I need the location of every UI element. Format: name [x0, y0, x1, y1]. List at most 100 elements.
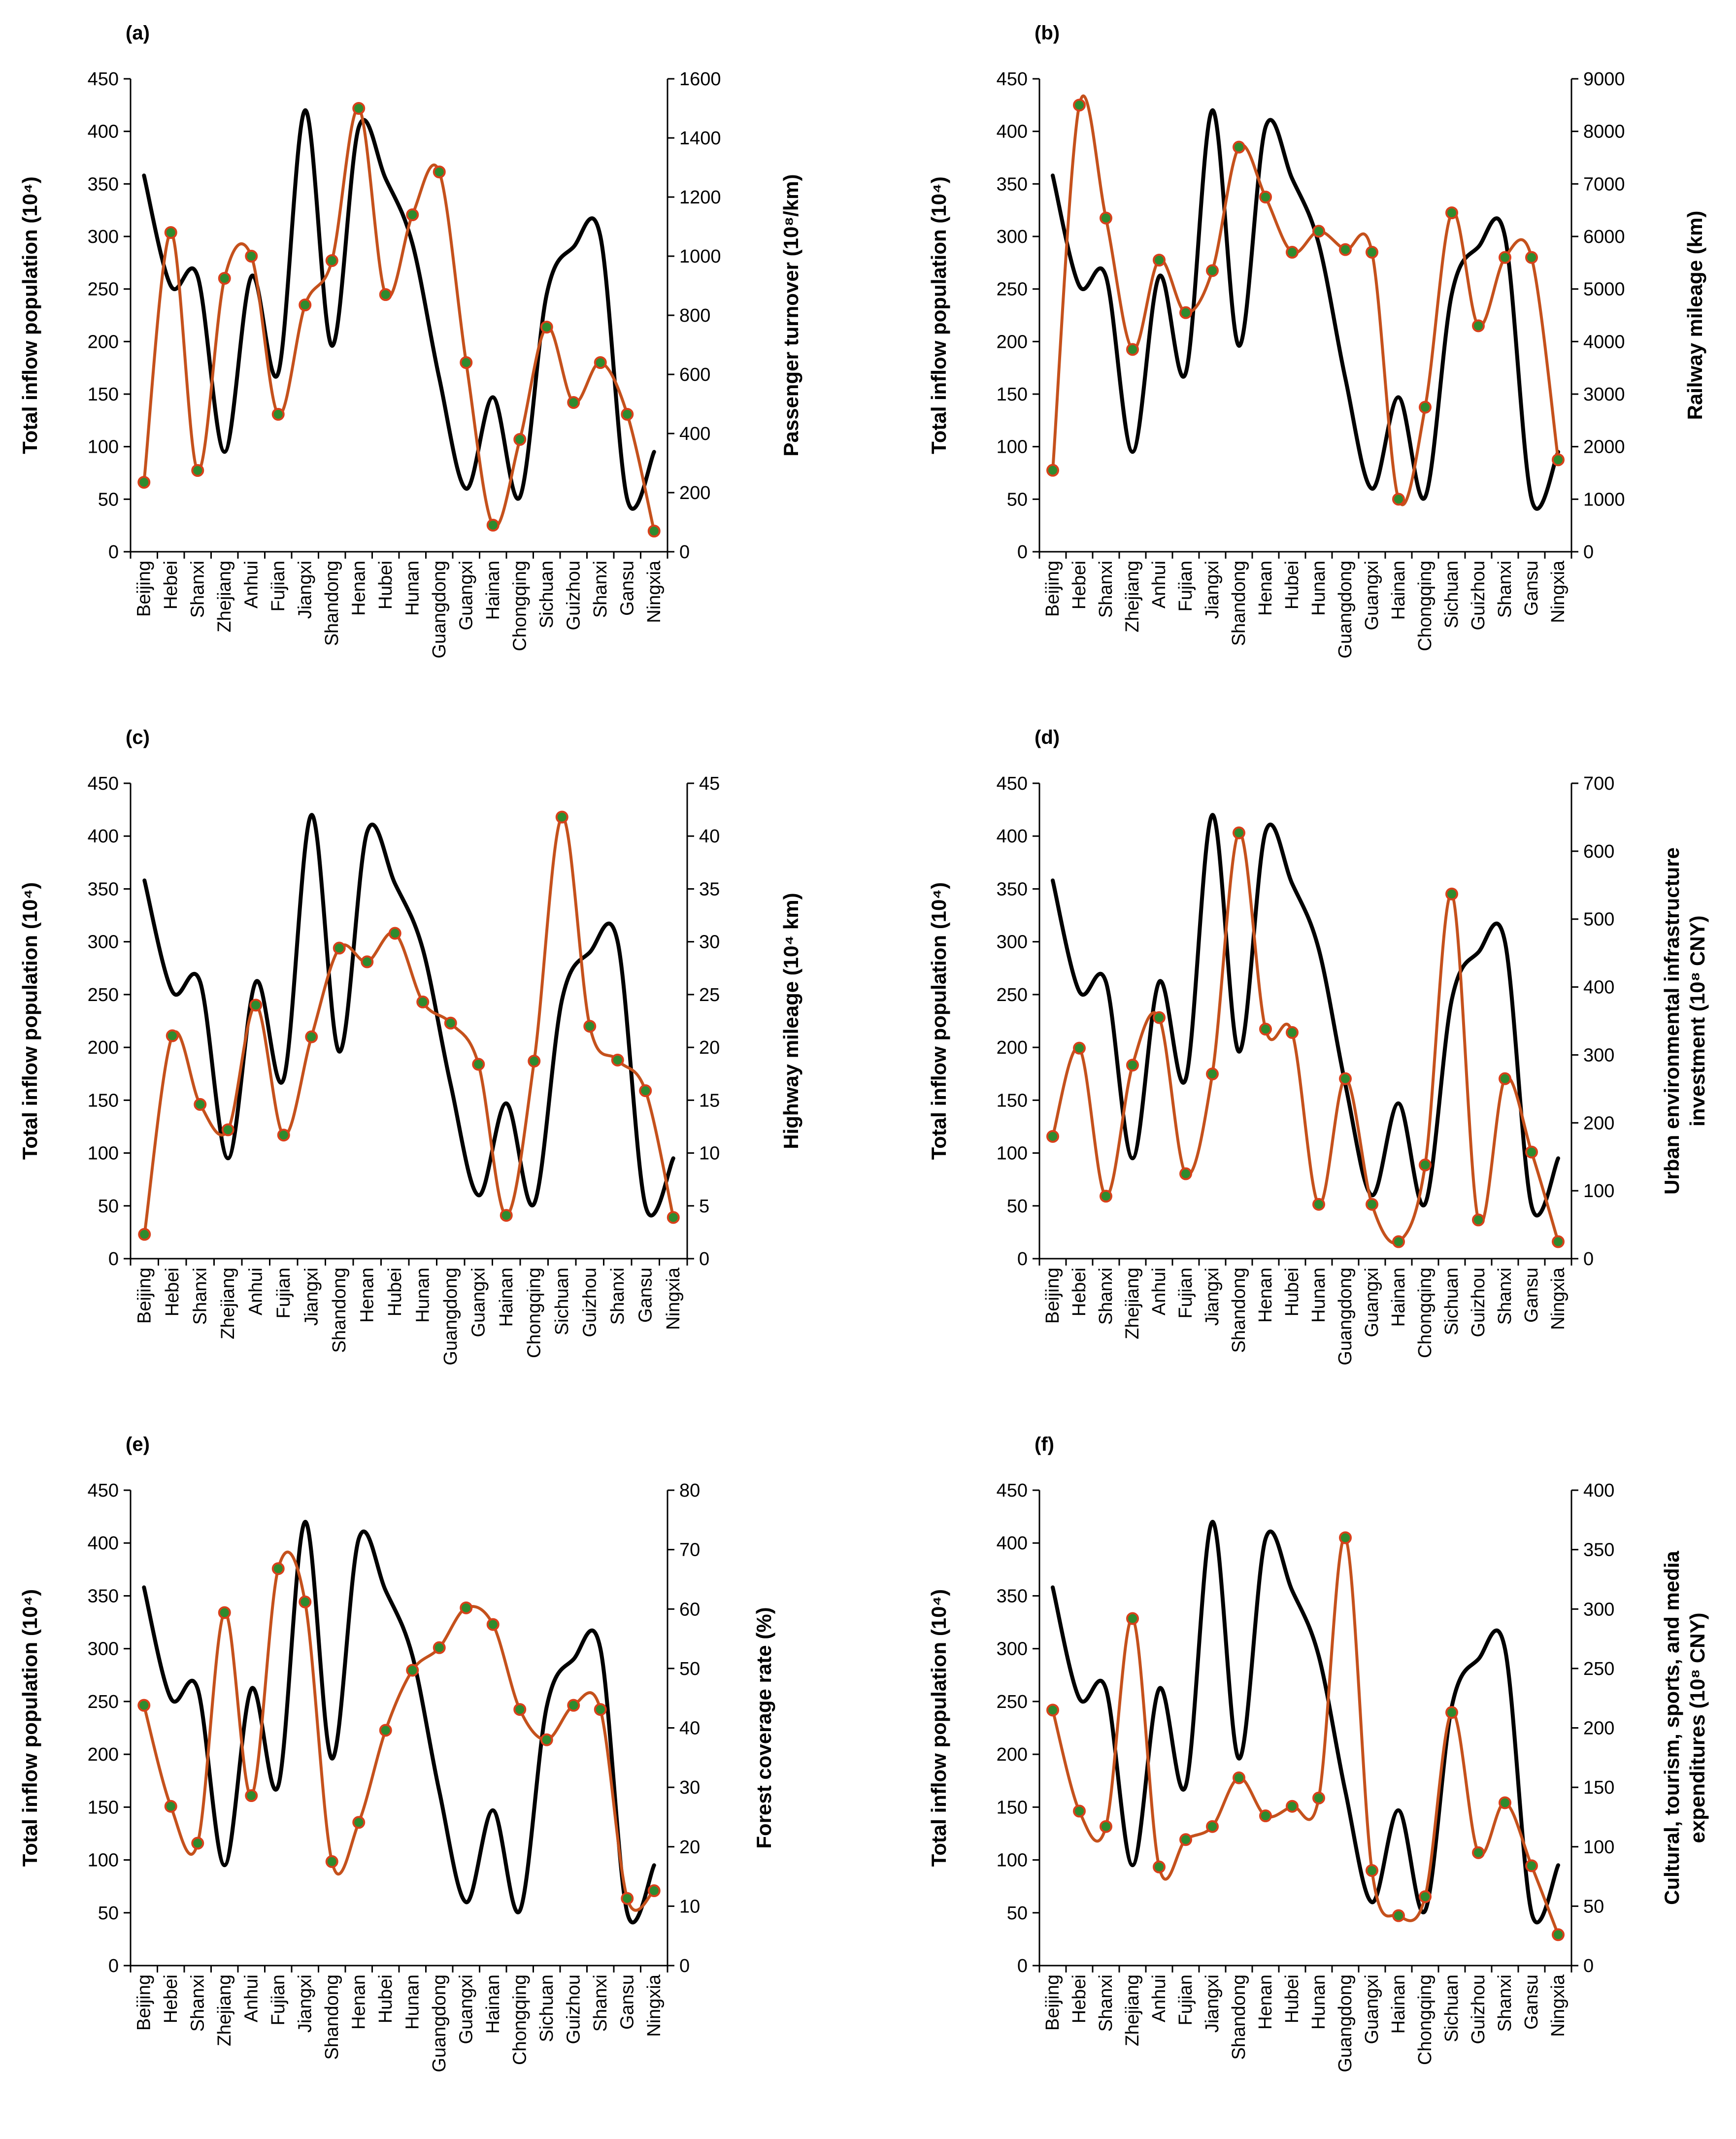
- data-point: [1445, 1706, 1458, 1719]
- category-label: Hebei: [161, 1974, 181, 2023]
- category-label: Shanxi: [187, 1974, 208, 2032]
- data-point: [166, 1029, 179, 1042]
- left-tick-label: 350: [88, 1586, 119, 1606]
- right-tick-label: 1600: [679, 69, 721, 90]
- data-point: [433, 166, 446, 178]
- category-label: Guangdong: [429, 561, 450, 659]
- right-tick-label: 40: [699, 826, 720, 847]
- category-label: Hunan: [1308, 561, 1329, 616]
- data-point: [218, 272, 231, 285]
- left-tick-label: 0: [1017, 1956, 1028, 1976]
- left-tick-label: 250: [997, 1692, 1028, 1712]
- category-label: Chongqing: [509, 1974, 530, 2065]
- panel-label: (a): [126, 22, 150, 44]
- data-point: [486, 1618, 500, 1631]
- series-line-secondary: [142, 1550, 656, 1912]
- data-point: [528, 1054, 541, 1068]
- left-tick-label: 400: [88, 122, 119, 142]
- category-label: Hubei: [1282, 1974, 1302, 2023]
- category-label: Fujian: [273, 1268, 294, 1319]
- category-label: Shandong: [322, 561, 342, 646]
- category-label: Ningxia: [644, 560, 665, 623]
- series-line-inflow-population: [142, 108, 656, 511]
- category-label: Shanxi: [590, 561, 611, 618]
- right-tick-label: 600: [679, 365, 710, 385]
- data-point: [1233, 1771, 1245, 1784]
- category-label: Anhui: [245, 1268, 266, 1315]
- left-tick-label: 250: [997, 985, 1028, 1005]
- category-label: Guangxi: [456, 1974, 476, 2044]
- right-axis-title: Forest coverage rate (%): [752, 1607, 775, 1848]
- category-label: Hubei: [385, 1268, 405, 1316]
- right-tick-label: 15: [699, 1090, 720, 1111]
- left-tick-label: 300: [88, 1639, 119, 1660]
- right-tick-label: 150: [1583, 1777, 1614, 1798]
- right-tick-label: 350: [1583, 1540, 1614, 1561]
- data-point: [325, 254, 338, 267]
- data-point: [1499, 1796, 1511, 1809]
- right-tick-label: 30: [699, 932, 720, 953]
- right-tick-label: 2000: [1583, 437, 1625, 458]
- category-label: Chongqing: [1415, 1974, 1436, 2065]
- data-point: [1259, 1023, 1272, 1036]
- left-tick-label: 450: [997, 69, 1028, 90]
- series-line-secondary: [1051, 831, 1560, 1245]
- category-label: Anhui: [1149, 1268, 1169, 1315]
- category-label: Henan: [348, 561, 369, 616]
- data-point: [1286, 1800, 1299, 1813]
- data-point: [1100, 1190, 1112, 1203]
- right-axis-title-line: expenditures (10⁸ CNY): [1686, 1613, 1709, 1843]
- category-label: Guangdong: [1335, 1974, 1356, 2072]
- data-point: [500, 1209, 513, 1222]
- category-label: Gansu: [1521, 1268, 1542, 1323]
- category-label: Shandong: [1229, 1268, 1249, 1353]
- right-tick-label: 300: [1583, 1045, 1614, 1066]
- left-axis-title: Total inflow population (10⁴): [927, 1589, 950, 1867]
- data-point: [1046, 464, 1059, 477]
- left-tick-label: 300: [88, 227, 119, 247]
- data-point: [218, 1606, 231, 1619]
- right-tick-label: 30: [679, 1777, 700, 1798]
- category-label: Zhejiang: [1122, 561, 1143, 633]
- right-axis-title: Highway mileage (10⁴ km): [779, 893, 802, 1149]
- data-point: [299, 1595, 312, 1608]
- right-tick-label: 800: [679, 305, 710, 326]
- right-tick-label: 100: [1583, 1837, 1614, 1858]
- data-point: [583, 1020, 597, 1033]
- series-line-inflow-population: [1051, 1520, 1560, 1925]
- category-label: Guangdong: [1335, 561, 1356, 659]
- series-line-inflow-population: [1051, 108, 1560, 511]
- category-label: Sichuan: [1441, 1268, 1462, 1335]
- data-point: [164, 1800, 177, 1813]
- chart-panel-e: (e) 0 50 100 150 200 250 300 350 400 450 0 10 20 30 40 5…: [18, 1434, 775, 2072]
- category-label: Guangxi: [1362, 1974, 1382, 2044]
- right-tick-label: 0: [699, 1249, 709, 1270]
- data-point: [1419, 1890, 1432, 1904]
- category-label: Hunan: [402, 561, 423, 616]
- category-label: Anhui: [1149, 561, 1169, 608]
- right-tick-label: 45: [699, 773, 720, 794]
- category-label: Shanxi: [607, 1268, 628, 1325]
- left-tick-label: 50: [1007, 1196, 1028, 1217]
- category-label: Guizhou: [1468, 1268, 1489, 1337]
- category-label: Shanxi: [1495, 1268, 1515, 1325]
- series-line-secondary: [142, 106, 656, 533]
- category-label: Hunan: [412, 1268, 433, 1323]
- data-point: [1339, 243, 1352, 256]
- left-tick-label: 350: [997, 174, 1028, 195]
- category-label: Jiangxi: [295, 1974, 315, 2033]
- category-label: Shanxi: [1495, 561, 1515, 618]
- right-tick-label: 600: [1583, 841, 1614, 862]
- left-axis-title: Total inflow population (10⁴): [18, 1589, 41, 1867]
- category-label: Beijing: [134, 561, 154, 617]
- left-tick-label: 300: [997, 932, 1028, 953]
- right-tick-label: 1000: [679, 246, 721, 267]
- data-point: [388, 927, 401, 940]
- category-label: Guangdong: [429, 1974, 450, 2072]
- category-label: Gansu: [635, 1268, 656, 1323]
- data-point: [1312, 1791, 1325, 1805]
- left-tick-label: 350: [88, 174, 119, 195]
- category-label: Shanxi: [187, 561, 208, 618]
- left-tick-label: 50: [98, 1903, 119, 1924]
- data-point: [1525, 251, 1538, 264]
